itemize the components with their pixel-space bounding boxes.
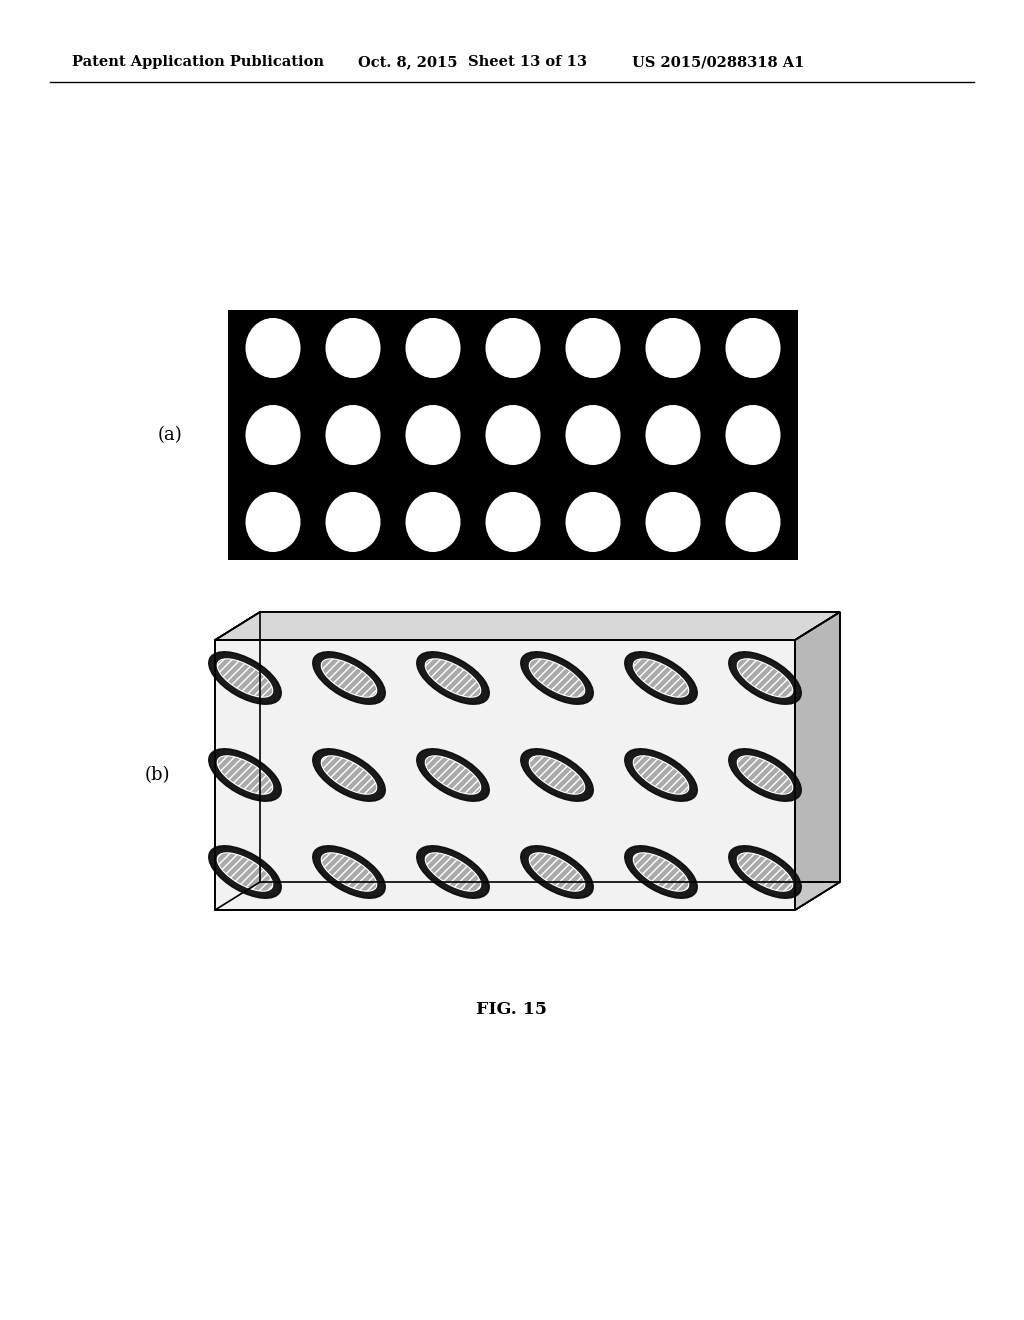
Ellipse shape xyxy=(633,756,689,795)
Ellipse shape xyxy=(417,652,488,704)
Ellipse shape xyxy=(326,318,381,378)
Text: Patent Application Publication: Patent Application Publication xyxy=(72,55,324,69)
Ellipse shape xyxy=(246,492,300,552)
Ellipse shape xyxy=(633,853,689,891)
Ellipse shape xyxy=(406,492,461,552)
Ellipse shape xyxy=(406,405,461,465)
Ellipse shape xyxy=(725,492,780,552)
Ellipse shape xyxy=(313,750,385,801)
Ellipse shape xyxy=(521,750,593,801)
Ellipse shape xyxy=(209,750,281,801)
Ellipse shape xyxy=(725,405,780,465)
Ellipse shape xyxy=(246,405,300,465)
Ellipse shape xyxy=(529,659,585,697)
Ellipse shape xyxy=(322,756,377,795)
Ellipse shape xyxy=(417,846,488,898)
Ellipse shape xyxy=(217,659,272,697)
Ellipse shape xyxy=(645,405,700,465)
Ellipse shape xyxy=(485,405,541,465)
Ellipse shape xyxy=(425,756,481,795)
Polygon shape xyxy=(215,612,840,640)
Ellipse shape xyxy=(633,659,689,697)
Polygon shape xyxy=(215,882,840,909)
Ellipse shape xyxy=(729,846,801,898)
Polygon shape xyxy=(215,640,795,909)
Text: Sheet 13 of 13: Sheet 13 of 13 xyxy=(468,55,587,69)
Ellipse shape xyxy=(322,853,377,891)
Ellipse shape xyxy=(417,750,488,801)
Text: Oct. 8, 2015: Oct. 8, 2015 xyxy=(358,55,458,69)
Ellipse shape xyxy=(645,318,700,378)
Ellipse shape xyxy=(406,318,461,378)
Ellipse shape xyxy=(737,756,793,795)
Ellipse shape xyxy=(326,492,381,552)
Ellipse shape xyxy=(209,652,281,704)
Ellipse shape xyxy=(521,652,593,704)
Ellipse shape xyxy=(425,853,481,891)
Ellipse shape xyxy=(737,853,793,891)
Text: US 2015/0288318 A1: US 2015/0288318 A1 xyxy=(632,55,805,69)
Text: (b): (b) xyxy=(144,766,170,784)
Ellipse shape xyxy=(326,405,381,465)
Ellipse shape xyxy=(565,405,621,465)
Ellipse shape xyxy=(246,318,300,378)
Text: (a): (a) xyxy=(158,426,182,444)
Ellipse shape xyxy=(313,652,385,704)
Ellipse shape xyxy=(485,492,541,552)
Bar xyxy=(228,310,798,560)
Ellipse shape xyxy=(425,659,481,697)
Ellipse shape xyxy=(737,659,793,697)
Ellipse shape xyxy=(625,846,697,898)
Polygon shape xyxy=(795,612,840,909)
Ellipse shape xyxy=(729,652,801,704)
Ellipse shape xyxy=(529,853,585,891)
Ellipse shape xyxy=(521,846,593,898)
Ellipse shape xyxy=(217,853,272,891)
Ellipse shape xyxy=(322,659,377,697)
Ellipse shape xyxy=(729,750,801,801)
Ellipse shape xyxy=(313,846,385,898)
Ellipse shape xyxy=(217,756,272,795)
Ellipse shape xyxy=(645,492,700,552)
Ellipse shape xyxy=(485,318,541,378)
Ellipse shape xyxy=(565,492,621,552)
Ellipse shape xyxy=(529,756,585,795)
Ellipse shape xyxy=(565,318,621,378)
Text: FIG. 15: FIG. 15 xyxy=(476,1002,548,1019)
Ellipse shape xyxy=(725,318,780,378)
Ellipse shape xyxy=(209,846,281,898)
Ellipse shape xyxy=(625,652,697,704)
Ellipse shape xyxy=(625,750,697,801)
